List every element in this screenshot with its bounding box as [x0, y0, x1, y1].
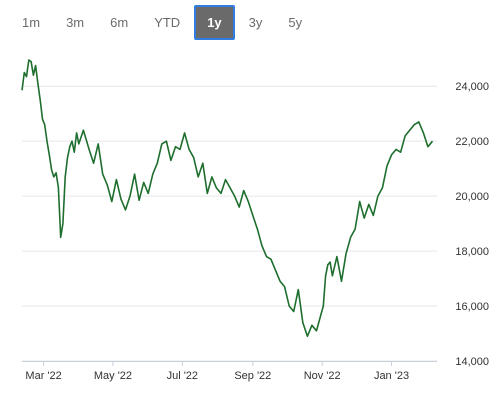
series-group: [21, 59, 434, 338]
x-tick-label: Sep '22: [234, 370, 271, 382]
range-selector: 1m 3m 6m YTD 1y 3y 5y: [10, 4, 316, 41]
range-button-3y[interactable]: 3y: [248, 15, 263, 30]
y-tick-label: 24,000: [455, 81, 489, 93]
y-tick-label: 16,000: [455, 301, 489, 313]
y-tick-label: 20,000: [455, 191, 489, 203]
x-tick-label: Jan '23: [374, 370, 409, 382]
range-button-1y[interactable]: 1y: [194, 5, 235, 40]
grid-lines: [22, 85, 437, 362]
range-button-ytd[interactable]: YTD: [154, 15, 181, 30]
y-tick-label: 22,000: [455, 136, 489, 148]
y-axis-tick-labels: 14,000 16,000 18,000 20,000 22,000 24,000: [455, 81, 489, 368]
y-tick-label: 14,000: [455, 356, 489, 368]
range-button-6m[interactable]: 6m: [110, 15, 129, 30]
series-line-0: [21, 59, 434, 338]
x-tick-label: Jul '22: [167, 370, 198, 382]
range-button-1m[interactable]: 1m: [22, 15, 41, 30]
x-axis-tick-labels: Mar '22 May '22 Jul '22 Sep '22 Nov '22 Jan '…: [25, 370, 409, 382]
x-tick-label: May '22: [94, 370, 132, 382]
range-button-3m[interactable]: 3m: [66, 15, 85, 30]
x-tick-label: Nov '22: [304, 370, 341, 382]
y-tick-label: 18,000: [455, 246, 489, 258]
range-button-5y[interactable]: 5y: [288, 15, 303, 30]
x-axis: [22, 361, 437, 366]
price-line-chart: 14,000 16,000 18,000 20,000 22,000 24,000 Mar…: [21, 59, 489, 382]
x-tick-label: Mar '22: [25, 370, 61, 382]
